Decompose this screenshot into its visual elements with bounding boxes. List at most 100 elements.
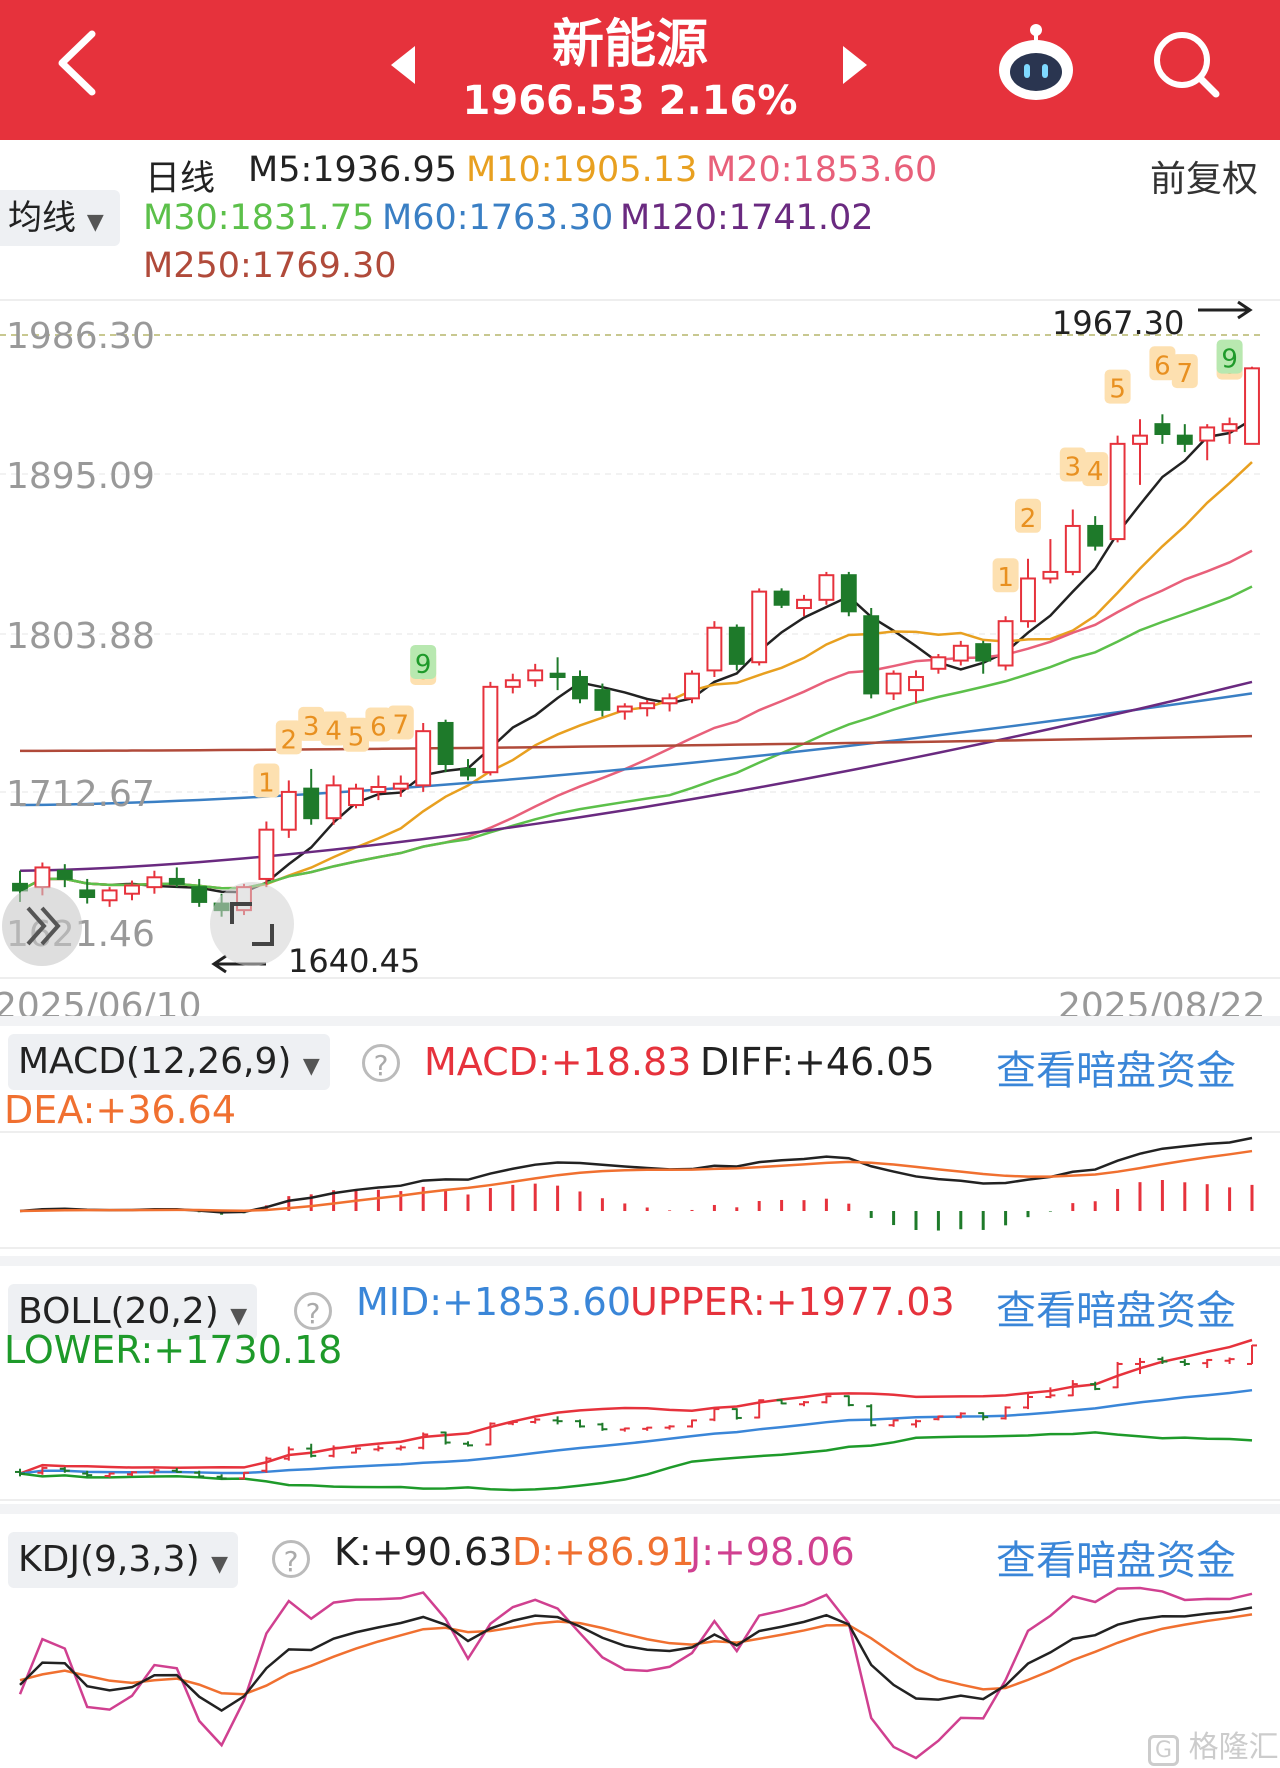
candle-body <box>975 643 992 662</box>
candle-body <box>12 882 28 892</box>
candle-body <box>124 884 140 895</box>
dea-line <box>19 1149 1253 1213</box>
td-count-label: 9 <box>1221 345 1238 375</box>
kdj-d-value: D:+86.91 <box>512 1530 695 1574</box>
td-badge <box>1149 346 1176 381</box>
candle-body <box>191 886 208 903</box>
ma-long-line <box>19 734 1253 753</box>
boll-selector[interactable]: BOLL(20,2) ▼ <box>8 1284 258 1340</box>
td-badge <box>1082 452 1109 487</box>
chevron-down-icon: ▼ <box>211 1552 229 1577</box>
candle-body <box>1020 577 1036 623</box>
page-title: 新能源 <box>551 15 708 75</box>
boll-upper-line <box>19 1338 1253 1475</box>
help-icon[interactable]: ? <box>294 1292 332 1330</box>
watermark-logo-icon: G <box>1148 1735 1180 1766</box>
ma5-line <box>19 418 1253 894</box>
kdj-name: KDJ(9,3,3) <box>18 1539 200 1580</box>
td-count-label: 6 <box>1154 351 1171 381</box>
chevron-down-icon: ▼ <box>302 1054 320 1079</box>
watermark-text: 格隆汇 <box>1188 1730 1279 1765</box>
dark-pool-link[interactable]: 查看暗盘资金 <box>996 1538 1236 1584</box>
boll-name: BOLL(20,2) <box>18 1291 219 1332</box>
candle-body <box>348 787 364 807</box>
candle-body <box>840 574 857 613</box>
candle-body <box>482 685 499 774</box>
dark-pool-link[interactable]: 查看暗盘资金 <box>996 1048 1236 1094</box>
panel-divider <box>0 1256 1280 1266</box>
ma30-value: M30:1831.75 <box>143 198 375 238</box>
arrow-right-icon <box>1198 300 1253 320</box>
candle-body <box>504 679 521 688</box>
kline-chart[interactable]: 123456789123456789 1986.30 1895.09 1803.… <box>0 298 1280 1038</box>
candle-body <box>1064 524 1081 573</box>
candle-body <box>101 889 118 902</box>
adjust-mode-button[interactable]: 前复权 <box>1149 159 1258 200</box>
fullscreen-icon[interactable] <box>210 882 294 966</box>
candle-body <box>549 672 566 678</box>
candle-body <box>728 626 745 665</box>
candle-body <box>1199 426 1216 442</box>
td-count-label: 7 <box>393 710 410 740</box>
help-icon[interactable]: ? <box>272 1540 310 1578</box>
ma-type-selector[interactable]: 均线 ▼ <box>0 190 120 246</box>
candle-body <box>751 590 768 664</box>
candle-body <box>325 784 342 820</box>
candle-body <box>56 869 73 880</box>
candle-body <box>952 644 969 662</box>
kdj-k-line <box>19 1606 1253 1713</box>
candle-body <box>908 675 924 692</box>
candle-body <box>885 672 902 695</box>
next-triangle-icon[interactable] <box>835 40 875 90</box>
macd-selector[interactable]: MACD(12,26,9) ▼ <box>8 1034 330 1090</box>
candle-body <box>168 877 185 885</box>
candle-body <box>460 767 476 777</box>
candle-body <box>1109 442 1126 541</box>
td-count-label: 7 <box>1177 359 1194 389</box>
search-icon[interactable] <box>1150 28 1222 100</box>
candle-body <box>1087 524 1104 547</box>
prev-triangle-icon[interactable] <box>385 40 425 90</box>
boll-mid-line <box>19 1388 1253 1475</box>
ma10-value: M10:1905.13 <box>466 150 698 190</box>
candle-body <box>415 730 432 787</box>
td-badge <box>992 558 1019 593</box>
ma60-value: M60:1763.30 <box>382 198 614 238</box>
candle-body <box>280 790 297 831</box>
ma120-value: M120:1741.02 <box>620 198 874 238</box>
candle-body <box>34 866 51 889</box>
dark-pool-link[interactable]: 查看暗盘资金 <box>996 1288 1236 1334</box>
kdj-j-value: J:+98.06 <box>690 1530 855 1574</box>
td-count-label: 3 <box>303 712 320 742</box>
boll-upper-value: UPPER:+1977.03 <box>630 1280 955 1324</box>
low-price-marker: 1640.45 <box>288 942 420 980</box>
td-count-label: 4 <box>1087 457 1104 487</box>
td-badge <box>320 711 347 746</box>
candle-body <box>594 689 611 711</box>
ma-long-line <box>19 692 1253 807</box>
expand-chevrons-button[interactable] <box>2 886 82 966</box>
ma30-line <box>19 585 1253 892</box>
back-arrow-icon[interactable] <box>50 28 110 98</box>
y-axis-label: 1803.88 <box>6 616 155 657</box>
ma-long-line <box>19 680 1253 872</box>
macd-chart <box>0 1131 1280 1249</box>
chevron-down-icon: ▼ <box>230 1304 248 1329</box>
ma20-value: M20:1853.60 <box>706 150 938 190</box>
candle-body <box>437 721 454 766</box>
td-count-label: 4 <box>325 716 342 746</box>
high-price-marker: 1967.30 <box>1052 304 1184 342</box>
candle-body <box>796 598 812 610</box>
candle-body <box>1244 367 1260 445</box>
td-count-label: 9 <box>415 650 432 680</box>
robot-assistant-icon[interactable] <box>996 22 1076 102</box>
price-line: 1966.53 2.16% <box>440 78 820 124</box>
candle-body <box>818 574 835 601</box>
td-badge <box>387 705 414 740</box>
kdj-selector[interactable]: KDJ(9,3,3) ▼ <box>8 1532 239 1588</box>
td-count-label: 2 <box>281 725 298 755</box>
td-count-label: 3 <box>1065 453 1082 483</box>
td-count-label: 6 <box>370 712 387 742</box>
y-axis-label: 1895.09 <box>6 456 155 497</box>
help-icon[interactable]: ? <box>362 1044 400 1082</box>
